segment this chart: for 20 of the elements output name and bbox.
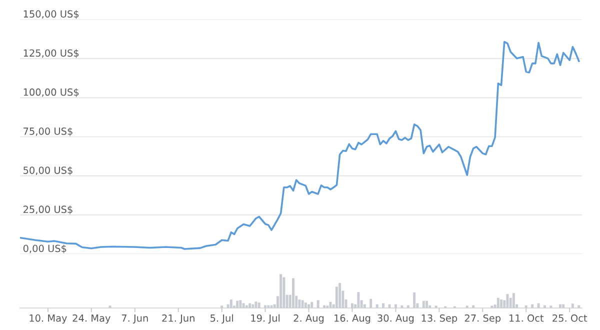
y-tick-label: 150,00 US$ — [24, 10, 79, 19]
x-tick-label: 10. May — [30, 314, 67, 324]
y-tick-label: 75,00 US$ — [24, 127, 72, 136]
x-tick-label: 5. Jul — [210, 314, 233, 324]
x-tick-label: 24. May — [72, 314, 110, 324]
x-tick-label: 25. Oct — [552, 314, 588, 322]
y-tick-label: 100,00 US$ — [24, 88, 79, 98]
x-tick-label: 2. Aug — [294, 314, 324, 324]
x-tick-label: 7. Jun — [122, 314, 148, 324]
y-tick-label: 0,00 US$ — [23, 244, 66, 254]
x-tick-label: 11. Oct — [510, 314, 544, 322]
x-tick-label: 21. Jun — [162, 314, 194, 324]
x-tick-label: 16. Aug — [334, 314, 370, 324]
x-tick-label: 27. Sep — [464, 314, 501, 324]
y-tick-label: 50,00 US$ — [24, 166, 72, 176]
x-tick-label: 30. Aug — [378, 314, 414, 324]
x-tick-label: 13. Sep — [422, 314, 458, 324]
y-tick-label: 25,00 US$ — [23, 206, 72, 214]
y-tick-label: 125,00 US$ — [24, 49, 79, 58]
x-tick-label: 19. Jul — [251, 314, 280, 324]
